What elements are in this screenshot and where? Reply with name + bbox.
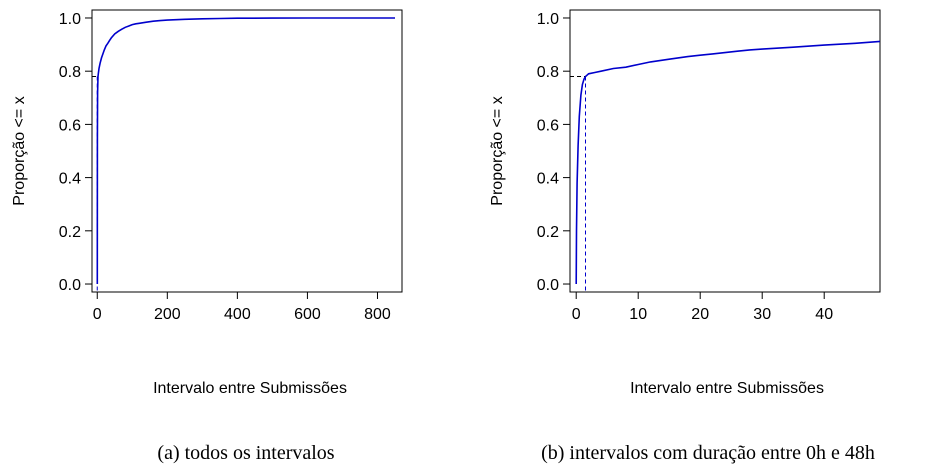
plot-frame-a xyxy=(91,9,403,293)
y-tick-label: 0.0 xyxy=(59,277,81,294)
x-tick-label: 0 xyxy=(93,306,102,323)
y-axis-a: 0.0 0.2 0.4 0.6 0.8 1.0 xyxy=(59,11,92,294)
y-axis-b: 0.0 0.2 0.4 0.6 0.8 1.0 xyxy=(537,11,570,294)
y-tick-label: 0.2 xyxy=(537,224,559,241)
series-a xyxy=(92,17,395,292)
x-axis-title-b: Intervalo entre Submissões xyxy=(630,380,824,397)
caption-b: (b) intervalos com duração entre 0h e 48… xyxy=(541,442,875,464)
x-tick-label: 40 xyxy=(815,306,833,323)
y-tick-label: 1.0 xyxy=(59,11,81,28)
x-axis-title-a: Intervalo entre Submissões xyxy=(153,380,347,397)
y-tick-label: 0.0 xyxy=(537,277,559,294)
series-b xyxy=(570,40,881,292)
x-tick-label: 800 xyxy=(364,306,391,323)
y-tick-label: 0.6 xyxy=(59,117,81,134)
chart-panel-a: 0.0 0.2 0.4 0.6 0.8 1.0 0 200 400 600 800 Interva… xyxy=(11,9,403,464)
x-tick-label: 200 xyxy=(154,306,181,323)
caption-a: (a) todos os intervalos xyxy=(157,442,334,464)
y-tick-label: 1.0 xyxy=(537,11,559,28)
x-tick-label: 600 xyxy=(294,306,321,323)
y-tick-label: 0.4 xyxy=(537,171,559,188)
y-axis-title-a: Proporção <= x xyxy=(11,96,28,205)
plot-frame-b xyxy=(569,9,881,293)
x-tick-label: 400 xyxy=(224,306,251,323)
x-tick-label: 30 xyxy=(753,306,771,323)
x-tick-label: 20 xyxy=(691,306,709,323)
chart-panel-b: 0.0 0.2 0.4 0.6 0.8 1.0 0 10 20 30 40 Intervalo e… xyxy=(489,9,881,464)
x-tick-label: 0 xyxy=(572,306,581,323)
y-tick-label: 0.8 xyxy=(59,64,81,81)
y-tick-label: 0.2 xyxy=(59,224,81,241)
y-tick-label: 0.6 xyxy=(537,117,559,134)
ecdf-line xyxy=(96,17,395,285)
ecdf-line xyxy=(575,40,881,285)
x-axis-a: 0 200 400 600 800 xyxy=(93,292,391,323)
y-tick-label: 0.4 xyxy=(59,171,81,188)
x-tick-label: 10 xyxy=(629,306,647,323)
y-tick-label: 0.8 xyxy=(537,64,559,81)
x-axis-b: 0 10 20 30 40 xyxy=(572,292,833,323)
y-axis-title-b: Proporção <= x xyxy=(489,96,506,205)
